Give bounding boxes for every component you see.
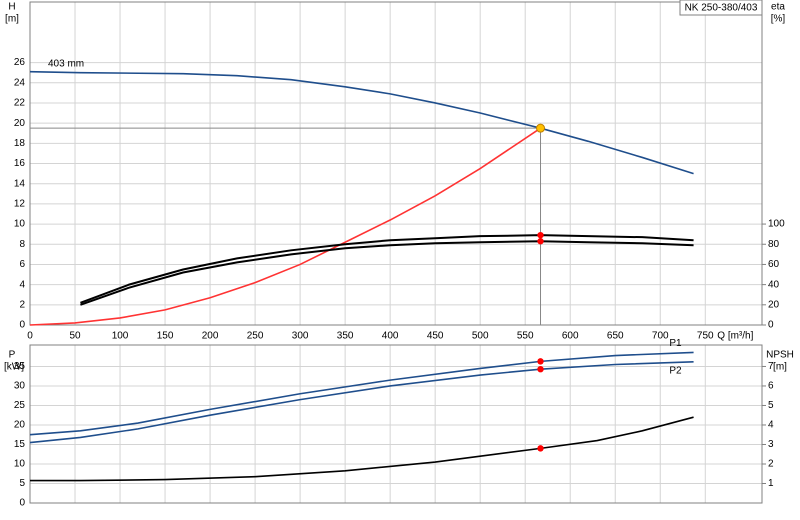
y2-tick-label: 3 (768, 439, 774, 450)
x-tick-label: 300 (292, 331, 309, 342)
x-tick-label: 150 (157, 331, 174, 342)
operating-point (536, 123, 546, 133)
y2-tick-label: 4 (768, 420, 774, 431)
y2-axis-unit: [m] (773, 362, 787, 373)
y2-tick-label: 100 (768, 219, 785, 230)
x-tick-label: 550 (517, 331, 534, 342)
y-tick-label: 8 (19, 239, 25, 250)
y2-axis-label: eta (771, 2, 785, 13)
curve (80, 234, 694, 304)
x-tick-label: 700 (652, 331, 669, 342)
x-tick-label: 50 (69, 331, 81, 342)
y-tick-label: 10 (14, 459, 26, 470)
y-tick-label: 16 (14, 158, 26, 169)
y2-axis-label: NPSH (766, 350, 794, 361)
curve (29, 351, 694, 436)
y-axis-unit: [m] (5, 14, 19, 25)
duty-point (537, 365, 544, 373)
plot-frame (29, 1, 763, 326)
y-tick-label: 24 (14, 77, 26, 88)
chart-title: NK 250-380/403 (685, 3, 758, 14)
y-axis-unit: [kW] (4, 362, 24, 373)
curve-label: P2 (669, 365, 682, 376)
x-tick-label: 650 (607, 331, 624, 342)
y2-tick-label: 40 (768, 279, 780, 290)
x-axis-label: Q [m³/h] (717, 331, 753, 342)
duty-point (537, 231, 544, 239)
y-tick-label: 12 (14, 199, 26, 210)
y-tick-label: 20 (14, 118, 26, 129)
y-tick-label: 22 (14, 98, 26, 109)
x-tick-label: 100 (112, 331, 129, 342)
title-box (679, 0, 763, 16)
x-tick-label: 600 (562, 331, 579, 342)
y-tick-label: 5 (19, 478, 25, 489)
y-tick-label: 4 (19, 279, 25, 290)
duty-point (537, 238, 544, 245)
y2-axis-unit: [%] (771, 14, 786, 25)
curve (30, 416, 694, 482)
y-tick-label: 6 (19, 259, 25, 270)
curve (29, 127, 541, 326)
y2-tick-label: 80 (768, 239, 780, 250)
y-tick-label: 2 (19, 299, 25, 310)
x-tick-label: 750 (697, 331, 714, 342)
y-tick-label: 25 (14, 400, 26, 411)
y-tick-label: 26 (14, 57, 26, 68)
curve-label: 403 mm (48, 58, 84, 69)
duty-point (537, 445, 544, 452)
duty-point (537, 358, 544, 365)
x-tick-label: 250 (247, 331, 264, 342)
x-tick-label: 200 (202, 331, 219, 342)
y-tick-label: 10 (14, 219, 26, 230)
y2-tick-label: 0 (768, 320, 774, 331)
y-axis-label: P (9, 350, 16, 361)
x-tick-label: 450 (427, 331, 444, 342)
y-tick-label: 35 (14, 361, 26, 372)
y-tick-label: 18 (14, 138, 26, 149)
y-tick-label: 20 (14, 420, 26, 431)
y2-tick-label: 60 (768, 259, 780, 270)
curve-label: P1 (669, 338, 682, 349)
x-tick-label: 350 (337, 331, 354, 342)
y-tick-label: 30 (14, 381, 26, 392)
x-tick-label: 400 (382, 331, 399, 342)
y2-tick-label: 1 (768, 478, 774, 489)
y2-tick-label: 5 (768, 400, 774, 411)
x-tick-label: 0 (27, 331, 33, 342)
y2-tick-label: 2 (768, 459, 774, 470)
plot-frame (29, 344, 763, 504)
y-tick-label: 0 (19, 320, 25, 331)
y2-tick-label: 20 (768, 299, 780, 310)
y2-tick-label: 7 (768, 361, 774, 372)
y2-tick-label: 6 (768, 381, 774, 392)
y-axis-label: H (8, 2, 15, 13)
curve (80, 240, 694, 306)
y-tick-label: 14 (14, 178, 26, 189)
x-tick-label: 500 (472, 331, 489, 342)
y-tick-label: 15 (14, 439, 26, 450)
y-tick-label: 0 (19, 498, 25, 509)
curve (29, 360, 694, 444)
curve (29, 70, 694, 175)
